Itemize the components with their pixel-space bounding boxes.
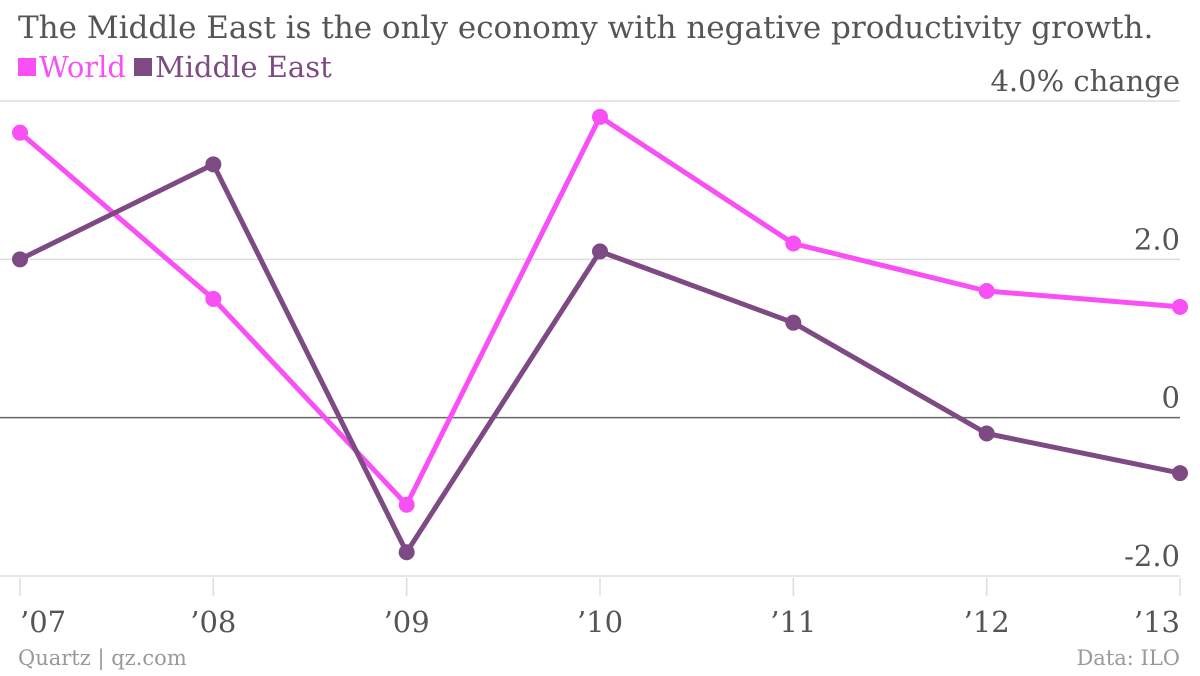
x-tick-label: ’10 [577,605,623,639]
x-axis: ’07 ’08 ’09 ’10 ’11 ’12 ’13 [19,578,1181,639]
legend-swatch-world [18,58,36,76]
y-axis-labels: 4.0% change 2.0 0 -2.0 [990,64,1180,573]
x-tick-label: ’07 [20,605,66,639]
data-point-middle-east [12,251,28,268]
series-layer [12,108,1188,561]
data-point-world [785,235,802,252]
data-point-middle-east [592,243,608,260]
y-tick-label: 2.0 [1134,222,1180,256]
legend-swatch-middle-east [134,58,152,76]
x-tick-label: ’08 [190,605,236,639]
data-point-world [592,108,608,125]
x-tick-label: ’12 [964,605,1010,639]
chart-title: The Middle East is the only economy with… [18,10,1154,46]
data-point-middle-east [1172,465,1188,482]
y-tick-label: -2.0 [1124,539,1180,573]
data-point-middle-east [398,544,415,561]
legend-item-middle-east: Middle East [134,50,332,84]
series-line-middle-east [17,161,1183,555]
chart-legend: World Middle East [18,50,340,84]
x-tick-label: ’13 [1134,605,1180,639]
data-source: Data: ILO [1076,646,1180,670]
source-credit: Quartz | qz.com [18,646,187,670]
data-point-world [12,124,28,141]
legend-label-middle-east: Middle East [155,50,332,84]
y-tick-label: 4.0% change [990,64,1180,98]
legend-item-world: World [18,50,126,84]
data-point-middle-east [978,425,995,442]
data-point-world [205,290,222,307]
x-tick-label: ’09 [384,605,430,639]
x-tick-label: ’11 [770,605,816,639]
grid-layer [0,100,1180,577]
data-point-world [1172,298,1188,315]
data-point-world [398,496,415,513]
legend-label-world: World [39,50,126,84]
data-point-middle-east [785,314,802,331]
data-point-middle-east [205,156,222,173]
y-tick-label: 0 [1162,381,1180,415]
data-point-world [978,283,995,299]
